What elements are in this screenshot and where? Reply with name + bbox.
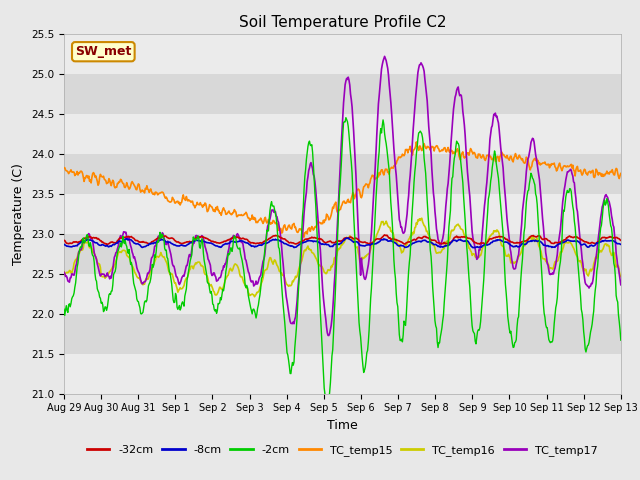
Bar (64, 274, 621, 313)
Bar (64, 114, 621, 154)
Bar (64, 34, 621, 73)
Bar (64, 234, 621, 274)
Bar (64, 73, 621, 114)
Y-axis label: Temperature (C): Temperature (C) (12, 163, 26, 264)
X-axis label: Time: Time (327, 419, 358, 432)
Bar (64, 313, 621, 354)
Bar (64, 193, 621, 234)
Text: SW_met: SW_met (75, 45, 131, 58)
Legend: -32cm, -8cm, -2cm, TC_temp15, TC_temp16, TC_temp17: -32cm, -8cm, -2cm, TC_temp15, TC_temp16,… (83, 440, 602, 460)
Bar (64, 154, 621, 193)
Bar (64, 354, 621, 394)
Title: Soil Temperature Profile C2: Soil Temperature Profile C2 (239, 15, 446, 30)
